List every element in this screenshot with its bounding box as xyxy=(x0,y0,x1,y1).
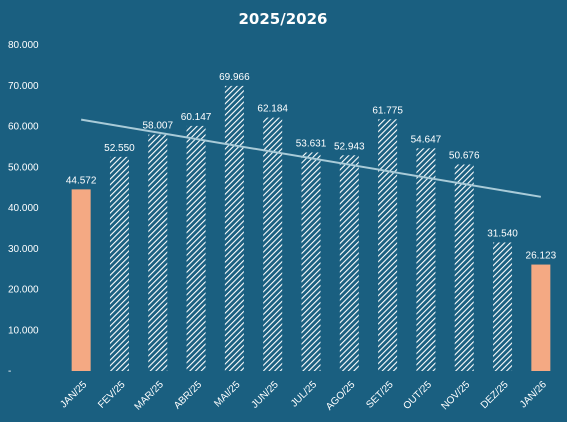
x-tick-label: DEZ/25 xyxy=(479,379,511,411)
data-label: 58.007 xyxy=(142,121,173,132)
bar xyxy=(263,117,283,372)
y-tick-label: 10.000 xyxy=(8,325,39,336)
y-tick-label: - xyxy=(8,366,11,377)
x-tick-label: MAI/25 xyxy=(212,379,242,409)
x-tick-label: OUT/25 xyxy=(402,379,435,412)
data-label: 26.123 xyxy=(526,251,557,262)
x-tick-label: JUL/25 xyxy=(289,379,319,409)
bar xyxy=(454,164,474,371)
data-label: 61.775 xyxy=(372,105,403,116)
data-label: 54.647 xyxy=(411,134,442,145)
data-label: 44.572 xyxy=(66,175,97,186)
bar xyxy=(301,152,321,371)
bar xyxy=(148,134,168,371)
trendline xyxy=(80,118,542,198)
x-tick-label: JAN/25 xyxy=(58,379,89,410)
bar xyxy=(416,148,436,371)
x-tick-label: SET/25 xyxy=(364,379,396,411)
y-tick-label: 20.000 xyxy=(8,285,39,296)
y-tick-label: 70.000 xyxy=(8,81,39,92)
bar xyxy=(378,119,398,371)
data-label: 69.966 xyxy=(219,72,250,83)
data-label: 60.147 xyxy=(181,112,212,123)
bar xyxy=(109,156,129,371)
x-tick-label: AGO/25 xyxy=(324,379,358,413)
data-label: 53.631 xyxy=(296,138,327,149)
data-label: 31.540 xyxy=(487,228,518,239)
x-tick-label: ABR/25 xyxy=(172,379,204,411)
bar xyxy=(339,155,359,371)
chart-title: 2025/2026 xyxy=(239,10,328,28)
y-tick-label: 30.000 xyxy=(8,244,39,255)
x-tick-label: MAR/25 xyxy=(133,379,167,413)
y-tick-label: 50.000 xyxy=(8,162,39,173)
x-tick-label: FEV/25 xyxy=(96,379,128,411)
y-tick-label: 60.000 xyxy=(8,122,39,133)
data-label: 50.676 xyxy=(449,150,480,161)
plot-area: - 10.000 20.000 30.000 40.000 50.000 60.000 70.… xyxy=(8,40,557,413)
data-label: 52.943 xyxy=(334,141,365,152)
bar xyxy=(493,242,513,371)
data-label: 52.550 xyxy=(104,143,135,154)
x-tick-label: JAN/26 xyxy=(518,379,549,410)
bar xyxy=(531,264,551,371)
bar xyxy=(224,85,244,371)
y-tick-label: 40.000 xyxy=(8,203,39,214)
y-tick-label: 80.000 xyxy=(8,40,39,51)
x-tick-label: NOV/25 xyxy=(439,379,472,412)
bar xyxy=(71,189,91,371)
bar xyxy=(186,125,206,372)
x-tick-label: JUN/25 xyxy=(249,379,281,411)
data-label: 62.184 xyxy=(257,104,288,115)
